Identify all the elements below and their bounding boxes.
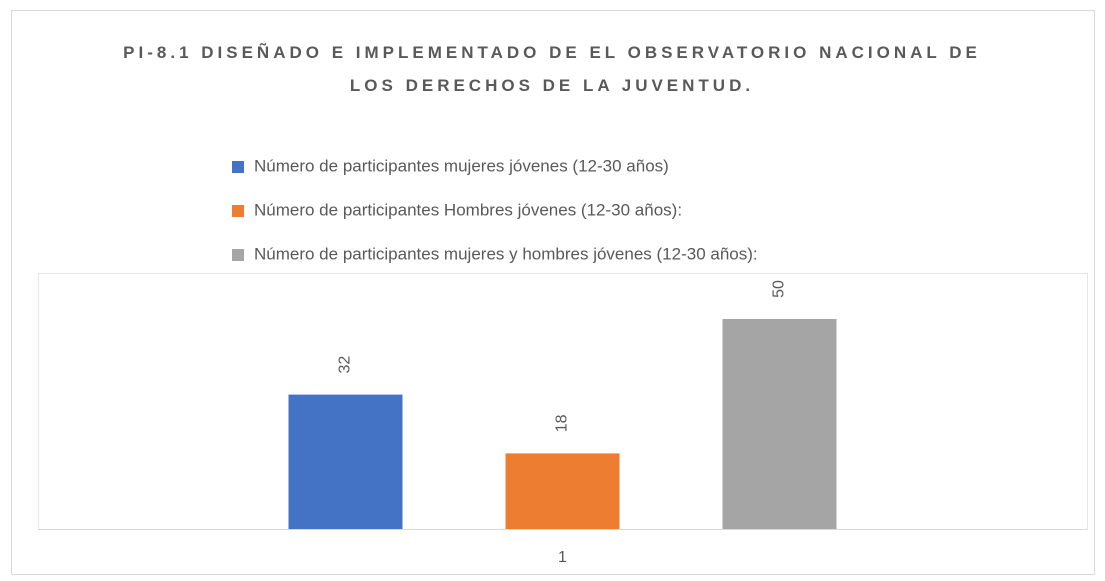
x-tick-label: 1	[558, 549, 567, 566]
legend-swatch	[232, 249, 244, 261]
legend-label: Número de participantes Hombres jóvenes …	[254, 200, 682, 219]
value-label: 50	[771, 280, 788, 298]
legend-label: Número de participantes mujeres y hombre…	[254, 244, 758, 263]
legend-swatch	[232, 161, 244, 173]
chart-title: PI-8.1 DISEÑADO E IMPLEMENTADO DE EL OBS…	[123, 43, 981, 95]
bar	[288, 394, 403, 529]
legend-label: Número de participantes mujeres jóvenes …	[254, 156, 669, 175]
legend-swatch	[232, 205, 244, 217]
value-label: 32	[337, 356, 354, 374]
bar	[722, 319, 837, 529]
bar	[505, 453, 620, 529]
value-label: 18	[554, 414, 571, 432]
